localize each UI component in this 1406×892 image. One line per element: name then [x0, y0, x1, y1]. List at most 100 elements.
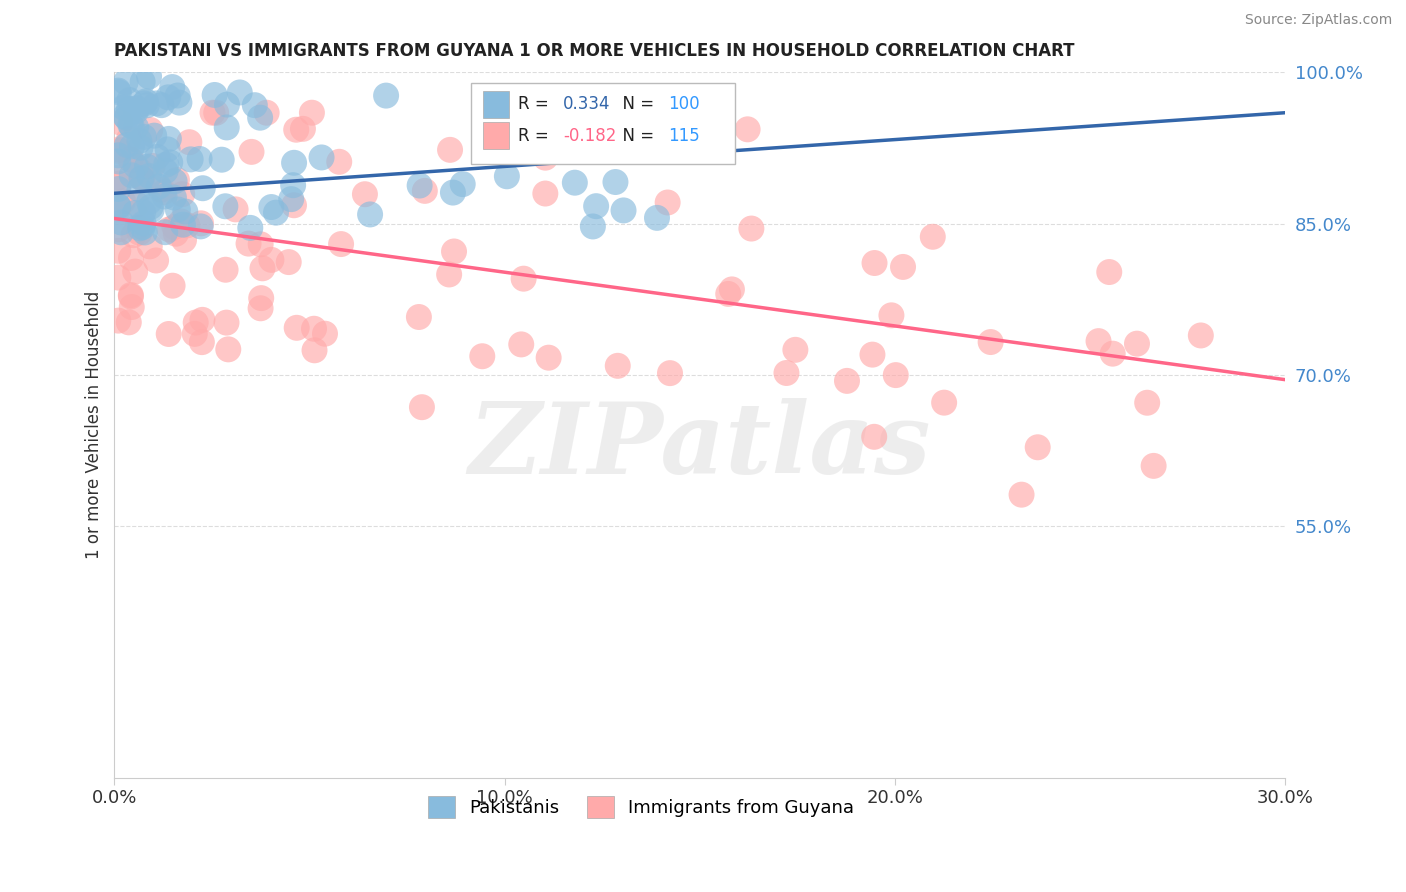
Point [121, 120, 143, 134]
Point [138, 169, 160, 183]
Point [162, 278, 184, 293]
Point [129, 221, 152, 235]
Point [124, 206, 146, 220]
Point [114, 109, 136, 123]
Point [107, 182, 129, 196]
FancyBboxPatch shape [484, 122, 509, 149]
Point [115, 138, 138, 153]
Point [264, 205, 287, 219]
Point [131, 171, 153, 186]
Point [131, 75, 153, 89]
Point [180, 153, 202, 167]
Point [620, 118, 643, 132]
Y-axis label: 1 or more Vehicles in Household: 1 or more Vehicles in Household [86, 291, 103, 559]
Point [150, 98, 173, 112]
Point [107, 144, 129, 158]
Point [107, 170, 129, 185]
Point [205, 105, 228, 120]
Point [121, 153, 143, 167]
Point [166, 202, 188, 217]
Point [301, 105, 323, 120]
Point [1098, 265, 1121, 279]
Point [225, 202, 247, 217]
Point [107, 143, 129, 157]
Point [533, 103, 555, 118]
Point [484, 141, 506, 155]
Point [108, 177, 131, 191]
Point [128, 134, 150, 148]
Point [582, 219, 605, 234]
Point [283, 198, 305, 212]
Point [291, 121, 314, 136]
Point [145, 253, 167, 268]
Point [585, 199, 607, 213]
Point [534, 151, 557, 165]
Point [132, 216, 155, 230]
Point [1087, 334, 1109, 348]
Point [191, 313, 214, 327]
Point [884, 368, 907, 383]
Point [215, 316, 238, 330]
Point [862, 348, 884, 362]
Point [125, 101, 148, 115]
Point [165, 227, 187, 241]
Point [891, 260, 914, 274]
Point [125, 159, 148, 173]
Point [534, 186, 557, 201]
Point [328, 154, 350, 169]
Point [129, 141, 152, 155]
Point [107, 244, 129, 258]
Point [285, 320, 308, 334]
Point [204, 87, 226, 102]
Point [120, 118, 142, 132]
Point [775, 366, 797, 380]
Point [921, 229, 943, 244]
Point [238, 236, 260, 251]
Point [170, 214, 193, 228]
Point [157, 90, 180, 104]
Point [737, 122, 759, 136]
Point [141, 202, 163, 217]
Point [131, 171, 153, 186]
Point [835, 374, 858, 388]
Point [139, 200, 162, 214]
Point [145, 96, 167, 111]
Point [439, 143, 461, 157]
FancyBboxPatch shape [484, 91, 509, 118]
Text: N =: N = [612, 127, 659, 145]
Point [120, 289, 142, 303]
Point [122, 228, 145, 243]
Point [451, 177, 474, 191]
Point [107, 154, 129, 169]
Text: Source: ZipAtlas.com: Source: ZipAtlas.com [1244, 13, 1392, 28]
Point [408, 178, 430, 193]
Point [229, 86, 252, 100]
Point [132, 205, 155, 219]
Point [155, 158, 177, 172]
Point [138, 194, 160, 209]
Point [863, 430, 886, 444]
Point [118, 132, 141, 146]
Point [302, 322, 325, 336]
Point [1026, 440, 1049, 454]
Point [190, 219, 212, 234]
Point [143, 128, 166, 143]
Point [191, 181, 214, 195]
Point [121, 169, 143, 183]
Point [179, 135, 201, 149]
Point [125, 120, 148, 135]
Point [359, 207, 381, 221]
FancyBboxPatch shape [471, 83, 735, 164]
Point [740, 221, 762, 235]
Point [107, 84, 129, 98]
Point [252, 261, 274, 276]
Point [304, 343, 326, 358]
Point [249, 111, 271, 125]
Point [184, 316, 207, 330]
Text: N =: N = [612, 95, 659, 113]
Point [157, 326, 180, 341]
Point [354, 187, 377, 202]
Point [157, 222, 180, 236]
Point [934, 395, 956, 409]
Point [260, 200, 283, 214]
